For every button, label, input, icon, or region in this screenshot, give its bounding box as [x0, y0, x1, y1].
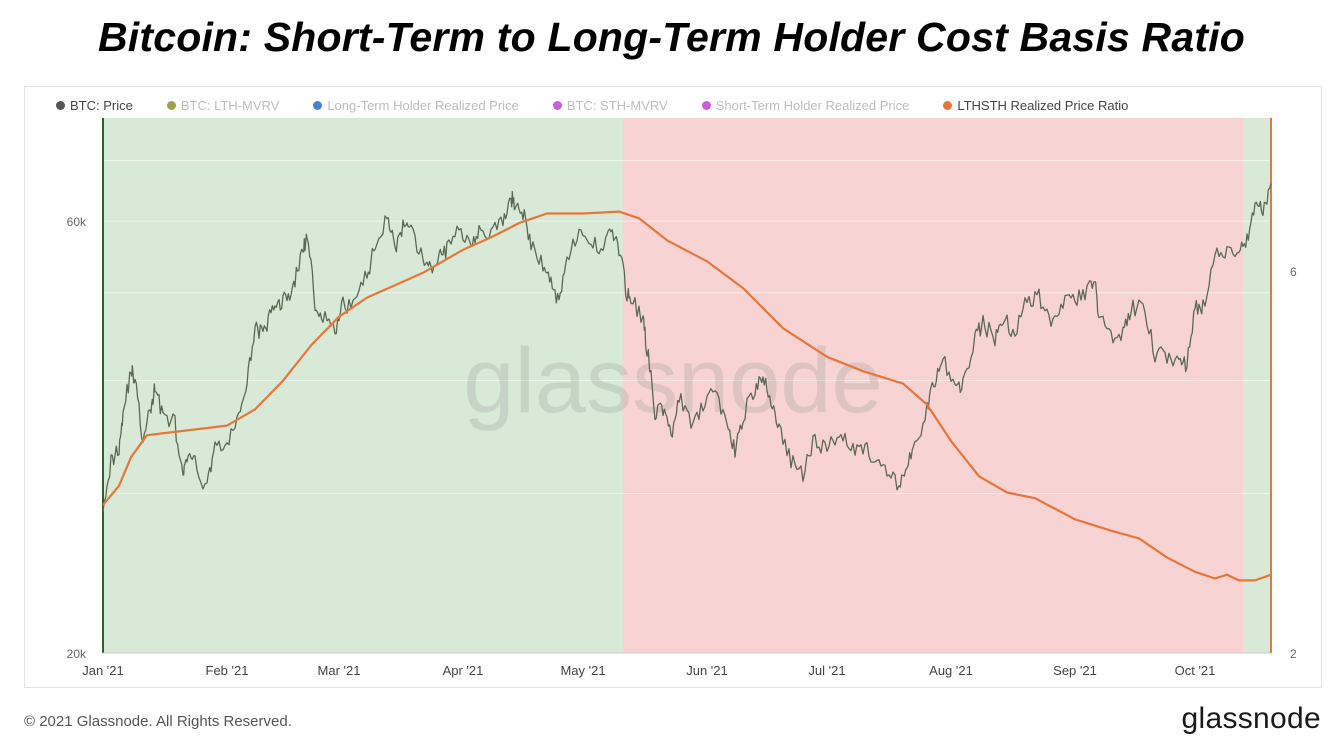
y-left-tick-label: 60k: [67, 215, 87, 229]
x-tick-label: Jul '21: [808, 663, 845, 678]
price-series-line: [102, 183, 1272, 512]
legend-dot-icon: [943, 100, 953, 110]
x-tick-label: Aug '21: [929, 663, 973, 678]
legend-dot-icon: [552, 100, 562, 110]
legend-item[interactable]: BTC: LTH-MVRV: [166, 97, 280, 113]
legend-item[interactable]: BTC: STH-MVRV: [552, 97, 668, 113]
legend-dot-icon: [166, 100, 176, 110]
chart-title: Bitcoin: Short-Term to Long-Term Holder …: [97, 14, 1246, 60]
regime-region: [103, 118, 623, 653]
legend-item[interactable]: Short-Term Holder Realized Price: [701, 97, 910, 113]
legend-item[interactable]: BTC: Price: [56, 98, 133, 113]
regime-region: [1243, 118, 1271, 653]
y-right-tick-label: 2: [1290, 647, 1297, 661]
glassnode-logo: glassnode: [1181, 702, 1321, 735]
x-tick-label: Sep '21: [1053, 663, 1097, 678]
legend-dot-icon: [701, 100, 711, 110]
y-left-tick-label: 20k: [67, 647, 87, 661]
chart-legend: BTC: Price BTC: LTH-MVRV Long-Term Holder …: [56, 97, 1162, 113]
legend-dot-icon: [56, 100, 65, 110]
legend-label: Long-Term Holder Realized Price: [327, 97, 519, 113]
copyright-footer: © 2021 Glassnode. All Rights Reserved.: [24, 713, 292, 730]
legend-label: BTC: STH-MVRV: [566, 97, 668, 113]
watermark-text: glassnode: [463, 330, 882, 432]
y-right-tick-label: 6: [1290, 265, 1297, 279]
legend-dot-icon: [313, 100, 323, 110]
x-tick-label: Oct '21: [1175, 663, 1216, 678]
legend-label: Short-Term Holder Realized Price: [715, 97, 910, 113]
x-tick-label: Feb '21: [206, 663, 249, 678]
ratio-series-line: [102, 210, 1272, 582]
legend-label: LTHSTH Realized Price Ratio: [957, 97, 1129, 113]
legend-label: BTC: Price: [70, 97, 133, 113]
x-tick-label: Jan '21: [82, 663, 124, 678]
x-tick-label: Mar '21: [318, 663, 361, 678]
legend-item[interactable]: Long-Term Holder Realized Price: [313, 97, 519, 113]
x-tick-label: May '21: [560, 663, 605, 678]
x-tick-label: Apr '21: [443, 663, 484, 678]
x-tick-label: Jun '21: [686, 663, 728, 678]
legend-label: BTC: LTH-MVRV: [180, 97, 280, 113]
legend-item[interactable]: LTHSTH Realized Price Ratio: [943, 98, 1128, 113]
